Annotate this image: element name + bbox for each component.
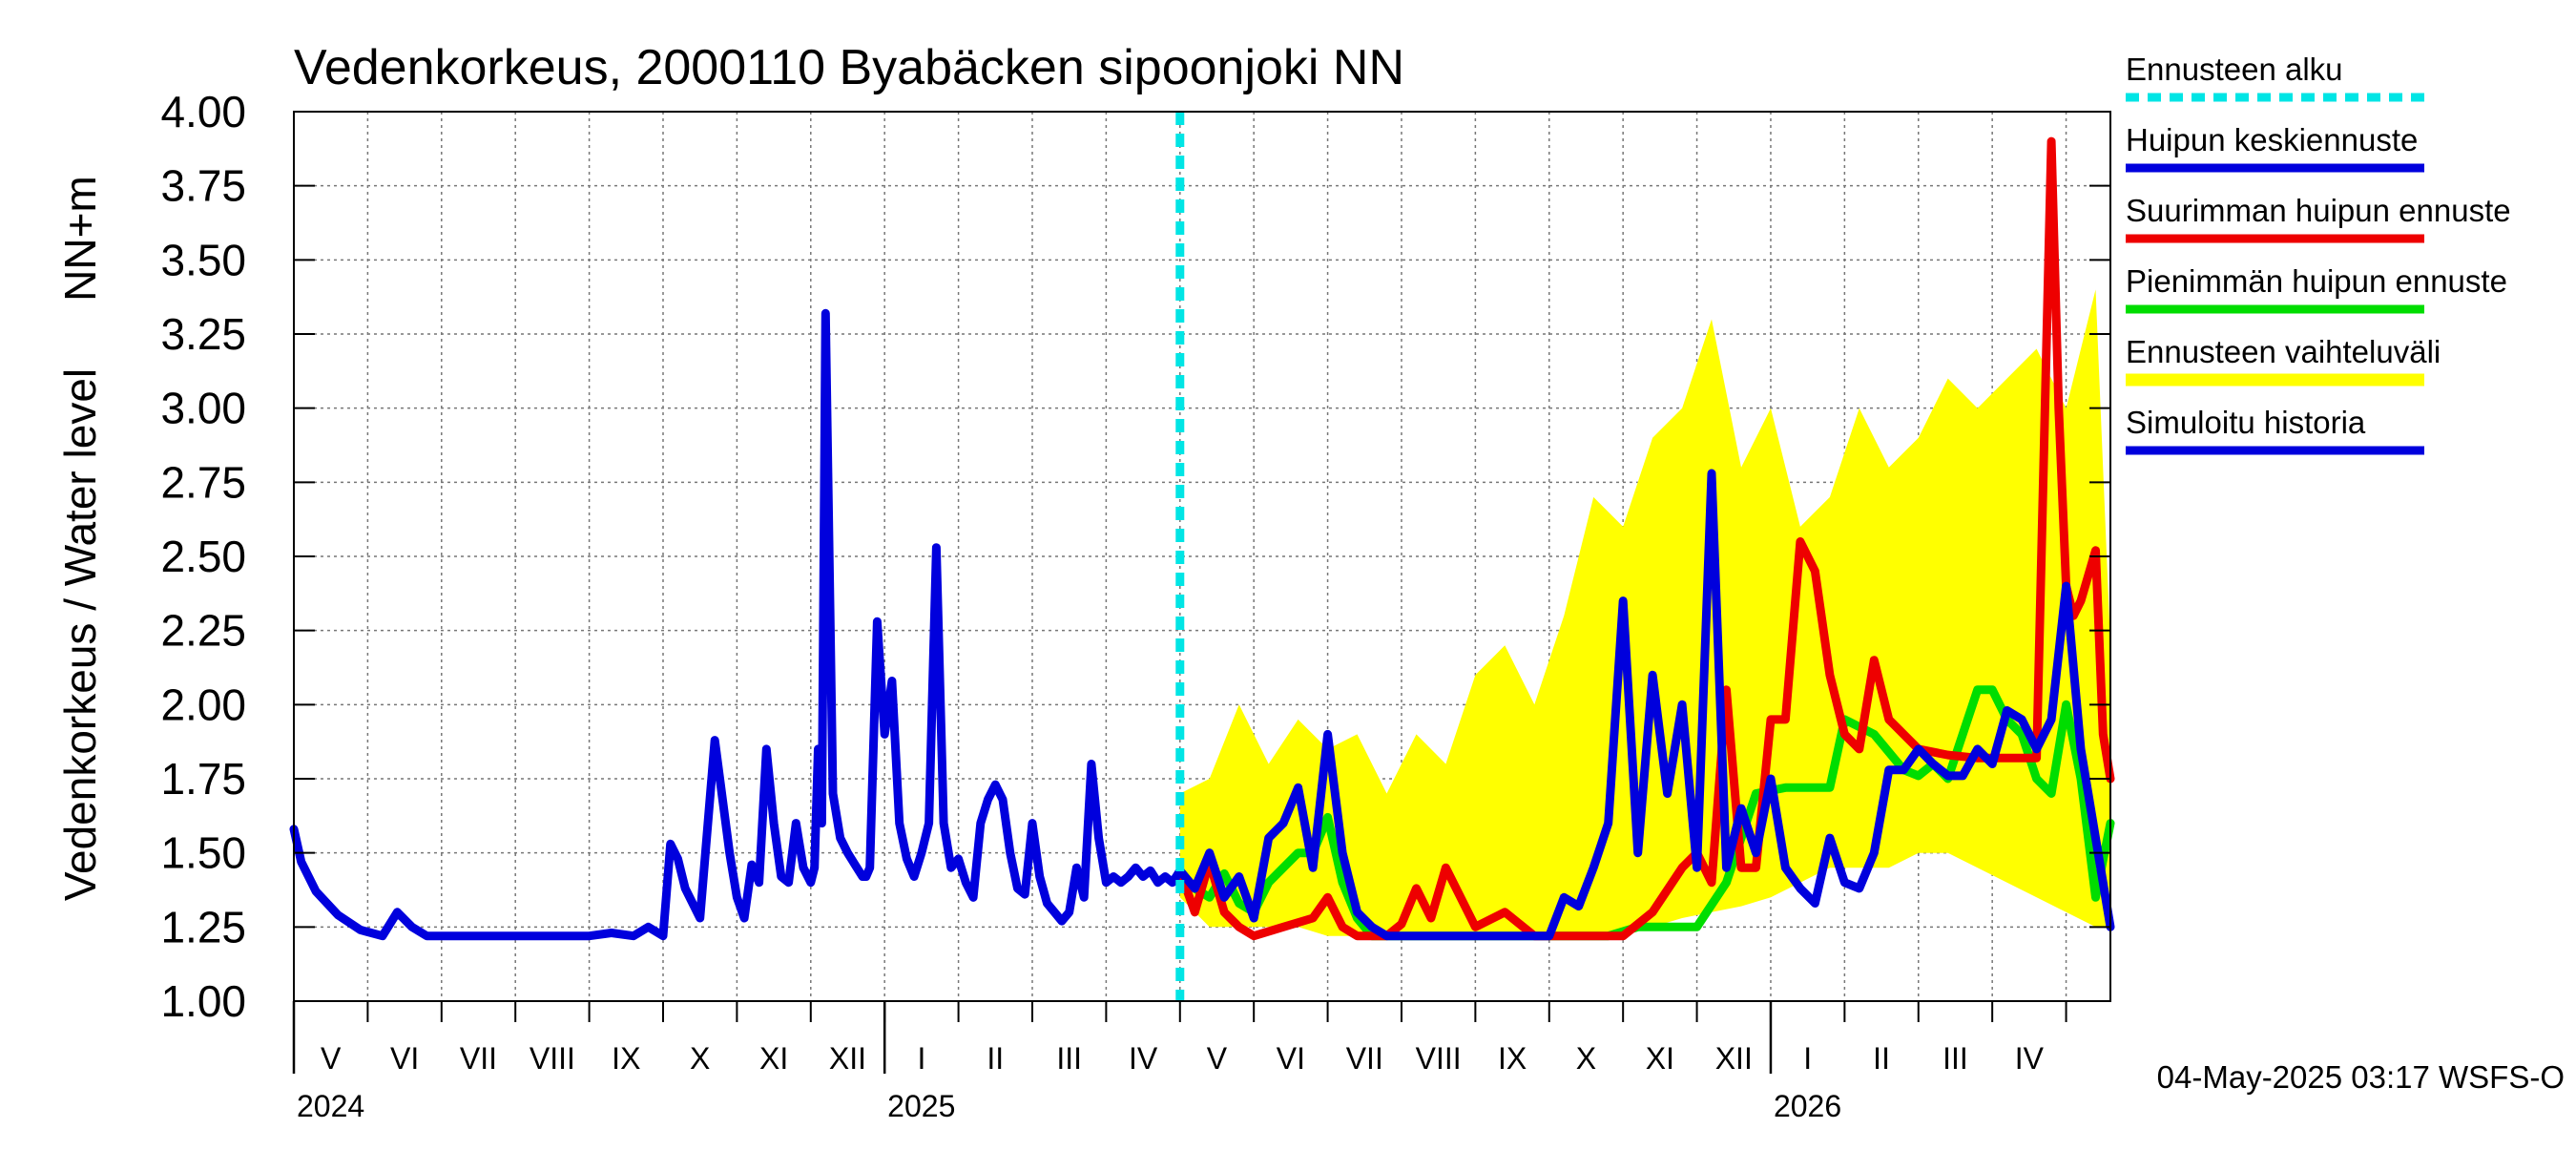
y-tick-label-9: 3.25 bbox=[160, 309, 246, 359]
legend-label-forecast_start: Ennusteen alku bbox=[2126, 52, 2343, 87]
y-tick-label-5: 2.25 bbox=[160, 606, 246, 656]
y-axis-label: Vedenkorkeus / Water level bbox=[55, 368, 105, 901]
y-tick-label-0: 1.00 bbox=[160, 976, 246, 1026]
x-year-label-1: 2025 bbox=[887, 1089, 955, 1123]
x-month-label-23: IV bbox=[2015, 1041, 2045, 1076]
series-mean-peak-line bbox=[1175, 469, 2115, 941]
x-month-label-13: VI bbox=[1277, 1041, 1305, 1076]
y-tick-label-2: 1.50 bbox=[160, 828, 246, 878]
y-axis-unit: NN+m bbox=[55, 176, 105, 302]
y-tick-label-4: 2.00 bbox=[160, 680, 246, 729]
y-tick-label-12: 4.00 bbox=[160, 87, 246, 136]
x-axis: V VI VII VIII IX X XI XII I II III IV V VI VII VIII IX X X… bbox=[292, 1001, 2067, 1123]
legend: Ennusteen alku Huipun keskiennuste Suurimm… bbox=[2126, 52, 2511, 455]
x-month-label-5: X bbox=[690, 1041, 710, 1076]
series-lines bbox=[289, 136, 2115, 941]
x-month-label-4: IX bbox=[612, 1041, 640, 1076]
legend-label-min_peak: Pienimmän huipun ennuste bbox=[2126, 263, 2507, 299]
x-month-label-19: XII bbox=[1715, 1041, 1753, 1076]
x-month-label-17: X bbox=[1576, 1041, 1596, 1076]
x-month-label-15: VIII bbox=[1416, 1041, 1462, 1076]
x-month-label-0: V bbox=[321, 1041, 342, 1076]
x-month-label-8: I bbox=[917, 1041, 925, 1076]
x-month-label-22: III bbox=[1942, 1041, 1968, 1076]
x-month-label-18: XI bbox=[1646, 1041, 1674, 1076]
timestamp: 04-May-2025 03:17 WSFS-O bbox=[2157, 1059, 2565, 1095]
y-axis-ticks: 1.00 1.25 1.50 1.75 2.00 2.25 2.50 2.75 3.00 3.25… bbox=[160, 87, 2110, 1026]
y-tick-label-8: 3.00 bbox=[160, 384, 246, 433]
series-history-line bbox=[289, 308, 1185, 941]
series-min-peak-line bbox=[1175, 685, 2115, 941]
x-year-label-0: 2024 bbox=[297, 1089, 364, 1123]
x-month-label-9: II bbox=[987, 1041, 1004, 1076]
legend-label-max_peak: Suurimman huipun ennuste bbox=[2126, 193, 2511, 228]
x-month-label-20: I bbox=[1803, 1041, 1812, 1076]
y-tick-label-7: 2.75 bbox=[160, 457, 246, 507]
x-month-label-7: XII bbox=[829, 1041, 866, 1076]
forecast-range-band bbox=[1179, 289, 2110, 936]
y-tick-label-11: 3.75 bbox=[160, 161, 246, 211]
x-month-label-1: VI bbox=[390, 1041, 419, 1076]
y-tick-label-1: 1.25 bbox=[160, 902, 246, 951]
x-month-label-12: V bbox=[1207, 1041, 1228, 1076]
series-range-area bbox=[1179, 289, 2110, 936]
x-month-label-3: VIII bbox=[530, 1041, 575, 1076]
x-month-label-10: III bbox=[1056, 1041, 1082, 1076]
chart-title: Vedenkorkeus, 2000110 Byabäcken sipoonjo… bbox=[294, 40, 1404, 95]
x-year-label-2: 2026 bbox=[1774, 1089, 1841, 1123]
legend-label-mean_peak: Huipun keskiennuste bbox=[2126, 122, 2418, 157]
x-month-label-16: IX bbox=[1498, 1041, 1527, 1076]
x-month-label-21: II bbox=[1873, 1041, 1890, 1076]
x-month-label-6: XI bbox=[759, 1041, 788, 1076]
x-month-label-11: IV bbox=[1129, 1041, 1158, 1076]
legend-label-range: Ennusteen vaihteluväli bbox=[2126, 334, 2441, 369]
legend-label-history: Simuloitu historia bbox=[2126, 405, 2366, 440]
x-month-label-14: VII bbox=[1346, 1041, 1383, 1076]
y-tick-label-6: 2.50 bbox=[160, 532, 246, 581]
y-tick-label-3: 1.75 bbox=[160, 754, 246, 804]
x-month-label-2: VII bbox=[460, 1041, 497, 1076]
y-tick-label-10: 3.50 bbox=[160, 235, 246, 284]
series-max-peak-line bbox=[1175, 136, 2115, 941]
